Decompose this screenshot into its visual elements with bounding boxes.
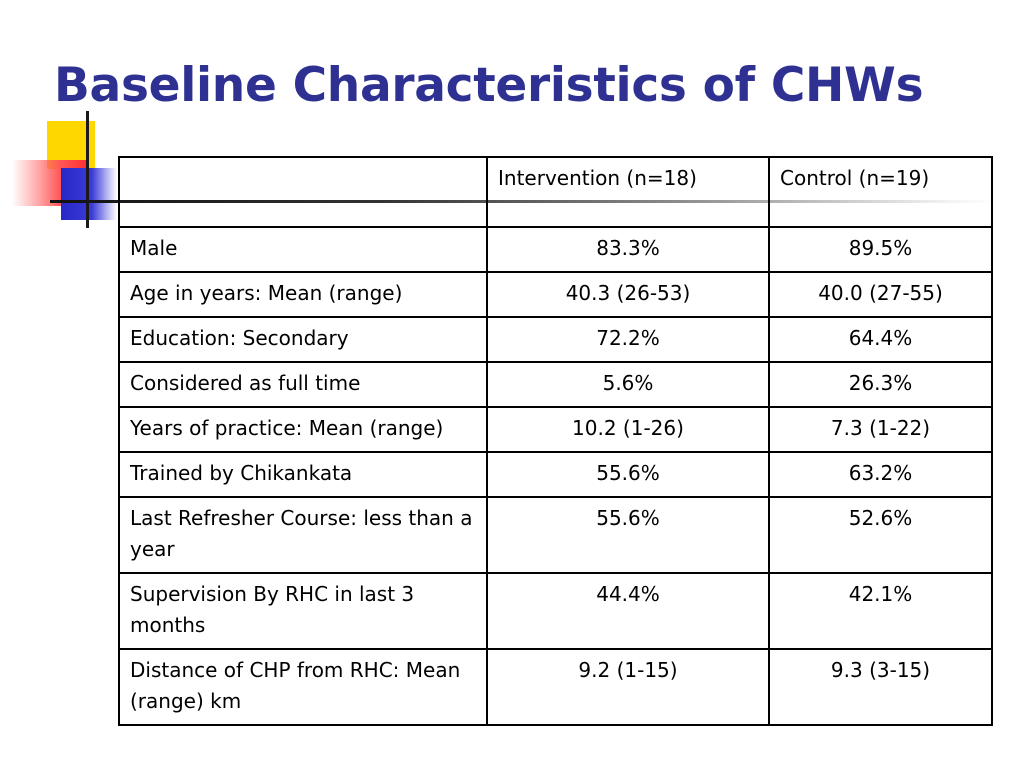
intervention-value: 55.6%	[486, 451, 770, 498]
table-row: Distance of CHP from RHC: Mean (range) k…	[118, 648, 993, 726]
row-label: Supervision By RHC in last 3 months	[118, 572, 488, 650]
red-square-decoration	[12, 160, 87, 206]
control-value: 7.3 (1-22)	[768, 406, 993, 453]
intervention-value: 40.3 (26-53)	[486, 271, 770, 318]
header-control: Control (n=19)	[768, 156, 993, 228]
row-label: Considered as full time	[118, 361, 488, 408]
control-value: 52.6%	[768, 496, 993, 574]
table-row: Trained by Chikankata 55.6% 63.2%	[118, 451, 993, 498]
table-row: Last Refresher Course: less than a year …	[118, 496, 993, 574]
row-label: Distance of CHP from RHC: Mean (range) k…	[118, 648, 488, 726]
slide-title: Baseline Characteristics of CHWs	[54, 58, 924, 113]
row-label: Education: Secondary	[118, 316, 488, 363]
yellow-square-decoration	[47, 121, 95, 169]
header-intervention: Intervention (n=18)	[486, 156, 770, 228]
vertical-rule-decoration	[86, 111, 89, 228]
table-row: Supervision By RHC in last 3 months 44.4…	[118, 572, 993, 650]
table-row: Male 83.3% 89.5%	[118, 226, 993, 273]
row-label: Male	[118, 226, 488, 273]
control-value: 42.1%	[768, 572, 993, 650]
intervention-value: 55.6%	[486, 496, 770, 574]
row-label: Age in years: Mean (range)	[118, 271, 488, 318]
row-label: Trained by Chikankata	[118, 451, 488, 498]
control-value: 40.0 (27-55)	[768, 271, 993, 318]
intervention-value: 72.2%	[486, 316, 770, 363]
row-label: Last Refresher Course: less than a year	[118, 496, 488, 574]
intervention-value: 5.6%	[486, 361, 770, 408]
control-value: 9.3 (3-15)	[768, 648, 993, 726]
table-row: Age in years: Mean (range) 40.3 (26-53) …	[118, 271, 993, 318]
intervention-value: 83.3%	[486, 226, 770, 273]
baseline-characteristics-table: Intervention (n=18) Control (n=19) Male …	[118, 156, 993, 726]
table-header-row: Intervention (n=18) Control (n=19)	[118, 156, 993, 228]
header-empty-cell	[118, 156, 488, 228]
control-value: 26.3%	[768, 361, 993, 408]
control-value: 89.5%	[768, 226, 993, 273]
table-row: Considered as full time 5.6% 26.3%	[118, 361, 993, 408]
intervention-value: 44.4%	[486, 572, 770, 650]
control-value: 64.4%	[768, 316, 993, 363]
table-row: Education: Secondary 72.2% 64.4%	[118, 316, 993, 363]
blue-square-decoration	[61, 168, 117, 220]
table-row: Years of practice: Mean (range) 10.2 (1-…	[118, 406, 993, 453]
intervention-value: 10.2 (1-26)	[486, 406, 770, 453]
row-label: Years of practice: Mean (range)	[118, 406, 488, 453]
intervention-value: 9.2 (1-15)	[486, 648, 770, 726]
control-value: 63.2%	[768, 451, 993, 498]
